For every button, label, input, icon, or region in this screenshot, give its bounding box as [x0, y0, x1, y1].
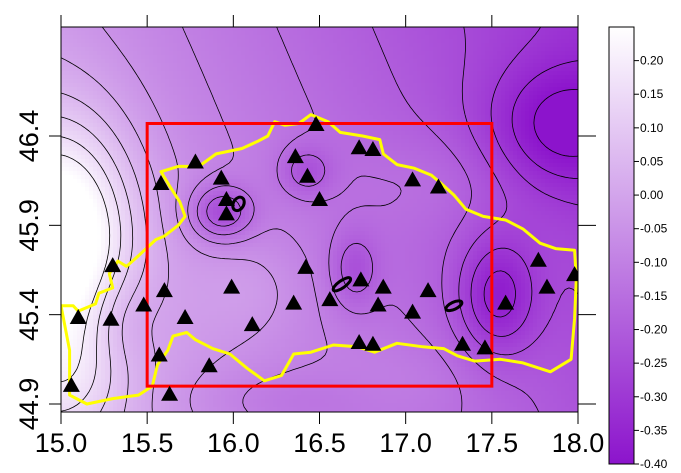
station-marker [321, 291, 339, 307]
station-marker [155, 282, 173, 298]
station-marker [497, 294, 515, 310]
contour-line [483, 60, 578, 318]
station-marker [429, 178, 447, 194]
contour-line [533, 89, 578, 157]
colorbar-label: -0.05 [640, 222, 668, 236]
station-marker [529, 251, 547, 267]
station-marker [364, 335, 382, 351]
station-marker [404, 171, 422, 187]
x-tick-label: 16.0 [207, 428, 260, 458]
station-marker [364, 141, 382, 157]
station-marker [374, 278, 392, 294]
station-marker [350, 333, 368, 349]
small-contour-loop [231, 195, 246, 213]
station-markers [62, 115, 578, 401]
colorbar-label: -0.25 [640, 356, 668, 370]
colorbar-ramp [608, 26, 635, 465]
colorbar-label: -0.10 [640, 255, 668, 269]
small-contour-loop [444, 299, 464, 313]
x-tick-label: 15.0 [35, 428, 88, 458]
colorbar-label: -0.40 [640, 457, 668, 471]
contour-line [61, 57, 169, 412]
station-marker [285, 294, 303, 310]
station-marker [135, 296, 153, 312]
station-marker [152, 174, 170, 190]
colorbar-label: 0.20 [640, 54, 664, 68]
colorbar-label: -0.35 [640, 423, 668, 437]
station-marker [217, 191, 235, 207]
station-marker [369, 296, 387, 312]
station-marker [286, 148, 304, 164]
station-marker [311, 191, 328, 207]
x-tick-label: 16.5 [293, 428, 346, 458]
contour-line [101, 27, 278, 412]
x-tick-label: 17.0 [379, 428, 432, 458]
colorbar: 0.20 0.15 0.10 0.05 0.00 -0.05 -0.10 -0.15 -0.20… [608, 26, 668, 471]
border-line [61, 113, 578, 406]
contour-line [470, 27, 578, 337]
y-tick-label: 45.4 [14, 288, 44, 341]
colorbar-label: -0.30 [640, 390, 668, 404]
country-border [61, 113, 578, 406]
station-marker [352, 271, 370, 287]
station-marker [566, 266, 578, 282]
x-axis: 15.0 15.5 16.0 16.5 17.0 17.5 18.0 [35, 15, 605, 458]
station-marker [297, 258, 315, 274]
station-marker [176, 308, 194, 324]
small-contour-loop [331, 276, 353, 293]
station-marker [419, 282, 437, 298]
station-marker [404, 303, 422, 319]
y-tick-label: 46.4 [14, 110, 44, 163]
station-marker [223, 278, 241, 294]
station-marker [307, 115, 325, 131]
colorbar-label: 0.15 [640, 87, 664, 101]
x-tick-label: 18.0 [552, 428, 605, 458]
y-axis: 44.9 45.4 45.9 46.4 [14, 110, 596, 431]
station-marker [69, 308, 87, 324]
station-marker [538, 278, 556, 294]
heatmap-cells [61, 27, 578, 412]
y-tick-label: 45.9 [14, 199, 44, 252]
station-marker [150, 346, 168, 362]
plot-area [60, 26, 579, 413]
station-marker [217, 205, 235, 221]
station-marker [243, 316, 261, 332]
x-tick-label: 15.5 [121, 428, 174, 458]
station-marker [104, 257, 122, 273]
station-marker [102, 310, 120, 326]
station-marker [476, 339, 494, 355]
station-marker [454, 335, 472, 351]
x-tick-label: 17.5 [466, 428, 519, 458]
colorbar-label: 0.00 [640, 188, 664, 202]
station-marker [62, 376, 80, 392]
station-marker [350, 139, 368, 155]
colorbar-label: -0.20 [640, 323, 668, 337]
colorbar-ticks: 0.20 0.15 0.10 0.05 0.00 -0.05 -0.10 -0.15 -0.20… [634, 54, 668, 471]
station-marker [161, 385, 179, 401]
colorbar-label: 0.05 [640, 154, 664, 168]
contour-line [61, 116, 134, 412]
y-tick-label: 44.9 [14, 378, 44, 431]
station-marker [186, 153, 204, 169]
colorbar-label: 0.10 [640, 121, 664, 135]
small-contour-loops [231, 195, 464, 313]
station-marker [298, 167, 316, 183]
colorbar-label: -0.15 [640, 289, 668, 303]
station-marker [212, 169, 230, 185]
station-marker [200, 357, 218, 373]
